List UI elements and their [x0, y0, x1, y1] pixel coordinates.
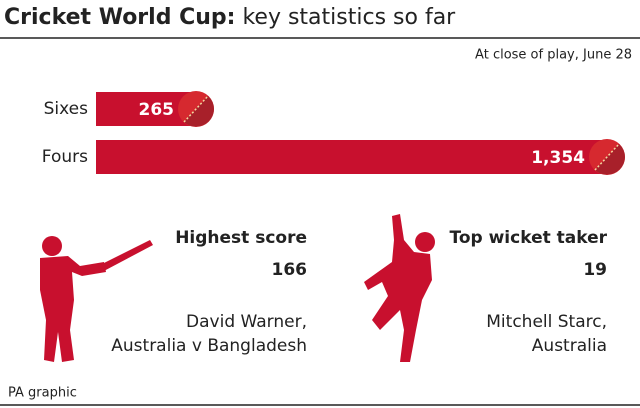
panel-detail: Australia [532, 336, 607, 356]
ball-seam [183, 95, 209, 123]
panel-name: Mitchell Starc, [486, 312, 607, 332]
panel-stat: 166 [272, 260, 308, 280]
chart-heading: Cricket World Cup: key statistics so far [4, 5, 456, 30]
panel-name: David Warner, [186, 312, 307, 332]
footer: PA graphic [8, 386, 77, 401]
value-label: 1,354 [531, 148, 585, 168]
note: At close of play, June 28 [475, 48, 632, 63]
panel-stat: 19 [583, 260, 607, 280]
category-label: Fours [42, 147, 88, 167]
bowler-icon [364, 214, 435, 362]
ball-seam [594, 143, 620, 171]
category-label: Sixes [44, 99, 89, 119]
ball-shade [184, 96, 215, 127]
batsman-icon [40, 236, 153, 362]
chart-title: Cricket World Cup: [4, 5, 235, 30]
panel-heading: Top wicket taker [450, 228, 608, 248]
panel-detail: Australia v Bangladesh [111, 336, 307, 356]
bar [96, 140, 607, 174]
ball-shade [595, 144, 625, 175]
chart-subtitle: key statistics so far [242, 5, 456, 30]
value-label: 265 [139, 100, 175, 120]
panel-heading: Highest score [175, 228, 307, 248]
